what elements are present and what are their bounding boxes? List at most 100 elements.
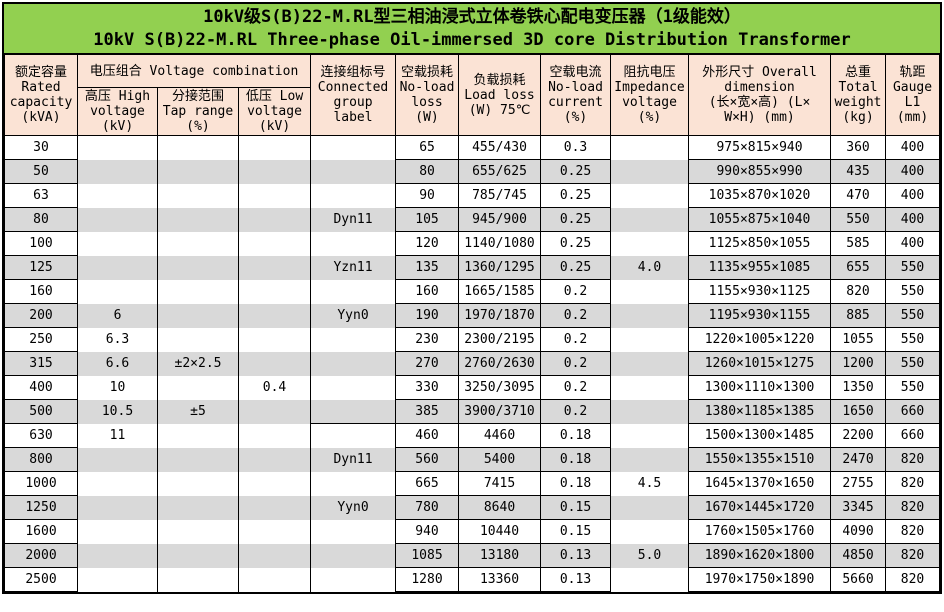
cell-lv [237, 303, 312, 328]
cell-conn [310, 423, 397, 448]
table-row: 100 120 1140/1080 0.25 1125×850×1055 585 400 [4, 231, 940, 256]
cell-tap [157, 447, 239, 472]
header-row-sub: 高压 High voltage (kV) 分接范围 Tap range (%) … [5, 87, 940, 136]
cell-capacity: 80 [4, 207, 78, 232]
cell-gauge: 820 [885, 519, 940, 544]
cell-dimension: 1300×1110×1300 [688, 375, 832, 400]
cell-lv [237, 447, 312, 472]
table-row: 400 10 0.4 330 3250/3095 0.2 1300×1110×1300 135… [4, 375, 940, 400]
cell-weight: 435 [830, 159, 887, 184]
cell-capacity: 125 [4, 255, 78, 280]
cell-hv [77, 495, 158, 520]
cell-noload_current: 0.2 [540, 399, 612, 424]
cell-capacity: 30 [4, 135, 78, 160]
cell-gauge: 660 [885, 399, 940, 424]
cell-conn [310, 543, 397, 568]
cell-weight: 550 [830, 207, 887, 232]
cell-weight: 2200 [830, 423, 887, 448]
cell-capacity: 100 [4, 231, 78, 256]
cell-noload_current: 0.15 [540, 519, 612, 544]
cell-impedance [610, 447, 690, 472]
cell-dimension: 1550×1355×1510 [688, 447, 832, 472]
cell-hv [77, 567, 158, 592]
cell-gauge: 660 [885, 423, 940, 448]
cell-tap: ±5 [157, 399, 239, 424]
cell-impedance [610, 375, 690, 400]
cell-noload_loss: 65 [395, 135, 460, 160]
cell-hv [77, 543, 158, 568]
cell-hv [77, 183, 158, 208]
cell-dimension: 1260×1015×1275 [688, 351, 832, 376]
cell-capacity: 800 [4, 447, 78, 472]
cell-hv [77, 447, 158, 472]
cell-dimension: 1220×1005×1220 [688, 327, 832, 352]
cell-dimension: 1380×1185×1385 [688, 399, 832, 424]
cell-conn [310, 375, 397, 400]
cell-impedance [610, 351, 690, 376]
cell-noload_current: 0.15 [540, 495, 612, 520]
cell-load_loss: 655/625 [458, 159, 542, 184]
cell-dimension: 1155×930×1125 [688, 279, 832, 304]
cell-impedance [610, 231, 690, 256]
cell-tap [157, 135, 239, 160]
cell-weight: 885 [830, 303, 887, 328]
cell-load_loss: 4460 [458, 423, 542, 448]
cell-noload_current: 0.25 [540, 255, 612, 280]
cell-capacity: 1600 [4, 519, 78, 544]
table-row: 30 65 455/430 0.3 975×815×940 360 400 [4, 135, 940, 160]
cell-weight: 360 [830, 135, 887, 160]
cell-gauge: 400 [885, 207, 940, 232]
cell-capacity: 2000 [4, 543, 78, 568]
cell-hv: 6 [77, 303, 158, 328]
cell-hv: 6.6 [77, 351, 158, 376]
table-row: 63 90 785/745 0.25 1035×870×1020 470 400 [4, 183, 940, 208]
cell-tap [157, 471, 239, 496]
cell-conn: Dyn11 [310, 207, 397, 232]
cell-capacity: 400 [4, 375, 78, 400]
cell-lv [237, 207, 312, 232]
cell-impedance [610, 279, 690, 304]
table-row: 1600 940 10440 0.15 1760×1505×1760 4090 820 [4, 519, 940, 544]
cell-hv: 11 [77, 423, 158, 448]
cell-conn [310, 519, 397, 544]
cell-noload_current: 0.13 [540, 567, 612, 592]
cell-noload_current: 0.25 [540, 231, 612, 256]
title-english: 10kV S(B)22-M.RL Three-phase Oil-immerse… [93, 30, 851, 50]
cell-conn [310, 159, 397, 184]
cell-capacity: 63 [4, 183, 78, 208]
table-row: 630 11 460 4460 0.18 1500×1300×1485 2200 660 [4, 423, 940, 448]
cell-noload_loss: 90 [395, 183, 460, 208]
cell-conn [310, 279, 397, 304]
cell-noload_current: 0.25 [540, 159, 612, 184]
cell-conn: Dyn11 [310, 447, 397, 472]
cell-noload_current: 0.18 [540, 447, 612, 472]
cell-lv [237, 351, 312, 376]
header-total-weight: 总重 Total weight (kg) [830, 54, 887, 136]
cell-hv [77, 159, 158, 184]
cell-lv [237, 423, 312, 448]
cell-hv [77, 279, 158, 304]
cell-hv [77, 135, 158, 160]
cell-capacity: 200 [4, 303, 78, 328]
cell-conn [310, 471, 397, 496]
cell-impedance [610, 327, 690, 352]
cell-impedance [610, 519, 690, 544]
cell-load_loss: 1970/1870 [458, 303, 542, 328]
cell-load_loss: 3250/3095 [458, 375, 542, 400]
cell-conn [310, 135, 397, 160]
cell-gauge: 550 [885, 375, 940, 400]
cell-noload_loss: 330 [395, 375, 460, 400]
cell-noload_current: 0.2 [540, 351, 612, 376]
table-row: 250 6.3 230 2300/2195 0.2 1220×1005×1220 1055 5… [4, 327, 940, 352]
table-row: 1250 Yyn0 780 8640 0.15 1670×1445×1720 3345 820 [4, 495, 940, 520]
table-row: 315 6.6 ±2×2.5 270 2760/2630 0.2 1260×1015×127… [4, 351, 940, 376]
cell-weight: 1200 [830, 351, 887, 376]
cell-impedance [610, 399, 690, 424]
cell-weight: 470 [830, 183, 887, 208]
cell-tap [157, 303, 239, 328]
cell-noload_loss: 665 [395, 471, 460, 496]
header-gauge: 轨距 Gauge L1 (mm) [885, 54, 940, 136]
cell-load_loss: 13180 [458, 543, 542, 568]
cell-tap [157, 207, 239, 232]
cell-dimension: 1055×875×1040 [688, 207, 832, 232]
